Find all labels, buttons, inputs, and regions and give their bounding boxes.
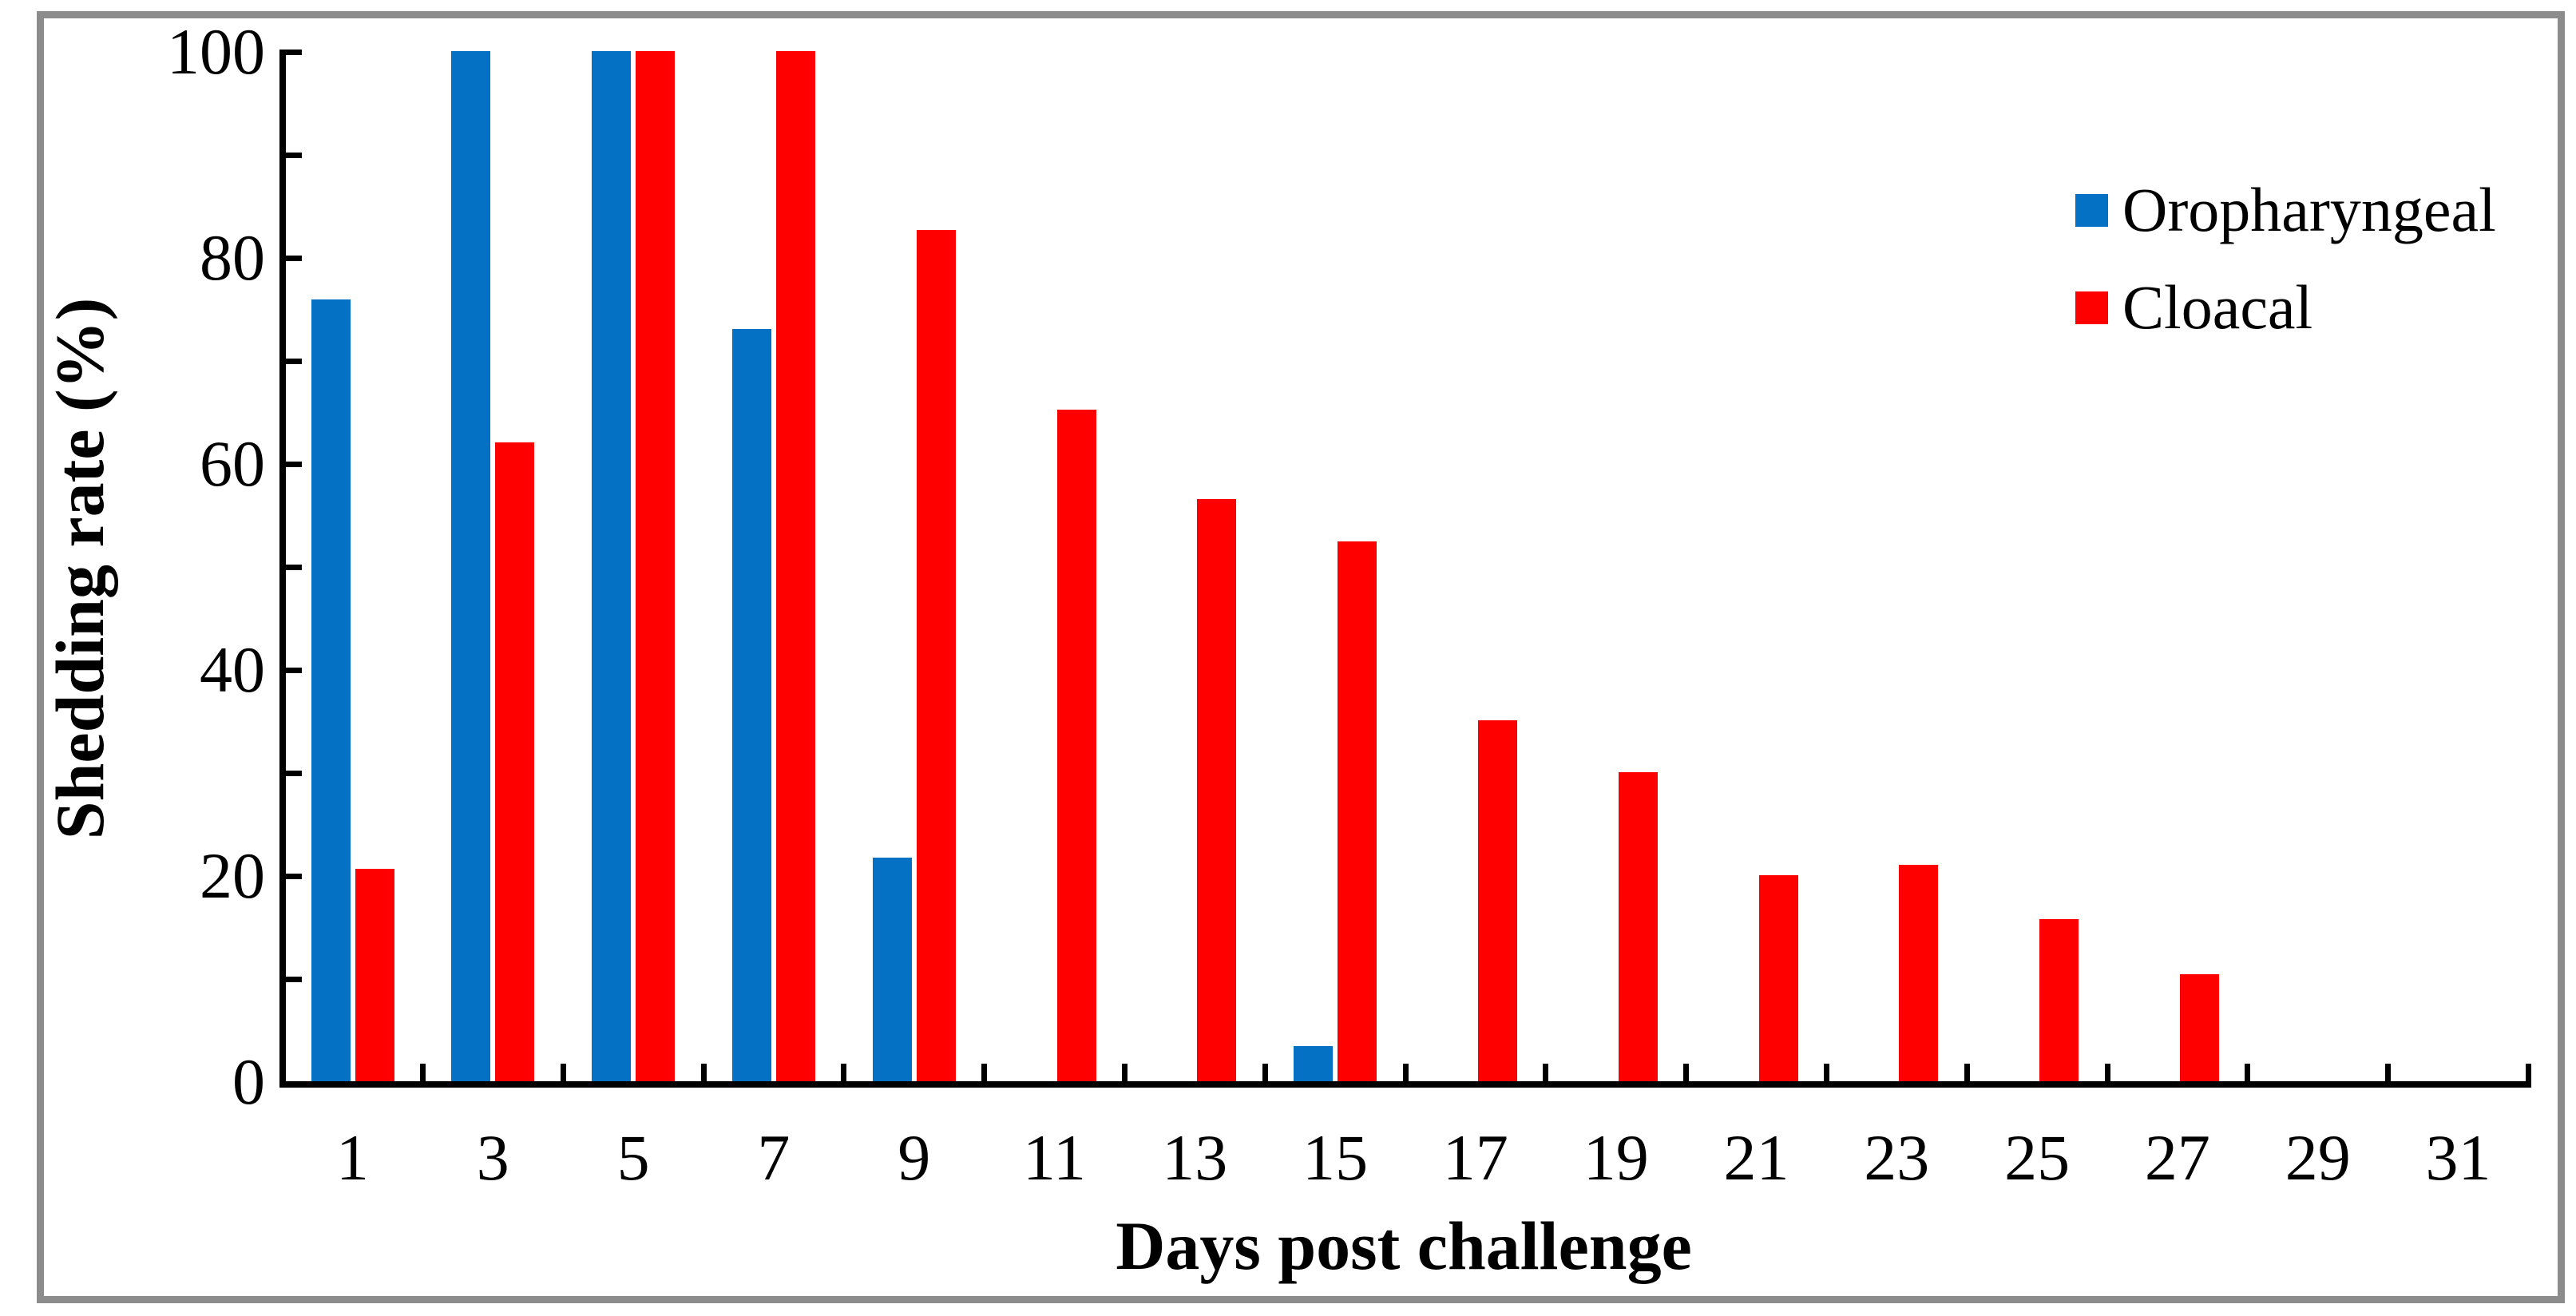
x-axis-tick-label: 3 bbox=[476, 1121, 509, 1194]
x-axis-tick bbox=[1823, 1064, 1829, 1081]
y-axis-tick-label: 0 bbox=[232, 1045, 265, 1118]
oropharyngeal-bar-day-3 bbox=[451, 51, 491, 1081]
oropharyngeal-swatch-icon bbox=[2075, 193, 2108, 227]
x-axis-tick-label: 23 bbox=[1864, 1121, 1930, 1194]
x-axis-tick bbox=[1683, 1064, 1690, 1081]
cloacal-bar-day-27 bbox=[2179, 974, 2219, 1081]
cloacal-bar-day-1 bbox=[355, 869, 394, 1081]
x-axis-tick bbox=[2245, 1064, 2251, 1081]
y-axis-title: Shedding rate (%) bbox=[42, 297, 118, 840]
x-axis-tick bbox=[981, 1064, 988, 1081]
y-axis-tick bbox=[283, 256, 302, 261]
x-axis-tick-label: 21 bbox=[1723, 1121, 1789, 1194]
oropharyngeal-bar-day-9 bbox=[872, 858, 912, 1081]
cloacal-bar-day-11 bbox=[1056, 410, 1096, 1081]
legend-label-cloacal: Cloacal bbox=[2122, 272, 2313, 342]
x-axis-tick bbox=[2525, 1064, 2531, 1081]
y-axis-tick bbox=[283, 565, 302, 570]
x-axis-tick bbox=[841, 1064, 847, 1081]
x-axis-tick-label: 5 bbox=[616, 1121, 650, 1194]
x-axis-tick-label: 13 bbox=[1162, 1121, 1228, 1194]
y-axis-tick bbox=[283, 771, 302, 776]
oropharyngeal-bar-day-1 bbox=[311, 299, 351, 1081]
cloacal-bar-day-25 bbox=[2039, 919, 2079, 1081]
oropharyngeal-bar-day-7 bbox=[731, 329, 771, 1081]
x-axis-title: Days post challenge bbox=[1116, 1207, 1692, 1284]
x-axis-tick-label: 27 bbox=[2144, 1121, 2210, 1194]
oropharyngeal-bar-day-15 bbox=[1294, 1046, 1334, 1081]
x-axis-tick bbox=[1402, 1064, 1409, 1081]
x-axis-tick bbox=[700, 1064, 707, 1081]
y-axis-tick bbox=[283, 977, 302, 982]
cloacal-bar-day-23 bbox=[1899, 865, 1939, 1081]
x-axis-tick bbox=[1262, 1064, 1268, 1081]
y-axis-tick bbox=[283, 153, 302, 158]
y-axis-tick-label: 20 bbox=[200, 839, 265, 912]
x-axis-tick bbox=[2385, 1064, 2392, 1081]
x-axis-tick bbox=[1964, 1064, 1970, 1081]
cloacal-swatch-icon bbox=[2075, 291, 2108, 324]
x-axis-tick bbox=[1121, 1064, 1127, 1081]
x-axis-tick-label: 7 bbox=[757, 1121, 791, 1194]
oropharyngeal-bar-day-5 bbox=[592, 51, 632, 1081]
x-axis-tick bbox=[560, 1064, 566, 1081]
cloacal-bar-day-9 bbox=[916, 230, 956, 1081]
x-axis-tick bbox=[1543, 1064, 1549, 1081]
cloacal-bar-day-7 bbox=[775, 51, 815, 1081]
x-axis-tick bbox=[419, 1064, 426, 1081]
x-axis-tick-label: 1 bbox=[336, 1121, 369, 1194]
y-axis-tick bbox=[283, 668, 302, 673]
legend-item-oropharyngeal: Oropharyngeal bbox=[2075, 176, 2496, 244]
x-axis-tick bbox=[2104, 1064, 2110, 1081]
y-axis-tick-label: 100 bbox=[167, 15, 265, 88]
x-axis-tick-label: 25 bbox=[2004, 1121, 2071, 1194]
y-axis-tick-label: 40 bbox=[200, 633, 265, 706]
y-axis-tick bbox=[283, 359, 302, 364]
cloacal-bar-day-21 bbox=[1758, 875, 1798, 1081]
cloacal-bar-day-5 bbox=[636, 51, 676, 1081]
x-axis-line bbox=[279, 1081, 2532, 1088]
x-axis-tick-label: 31 bbox=[2425, 1121, 2491, 1194]
cloacal-bar-day-19 bbox=[1618, 772, 1658, 1081]
y-axis-tick bbox=[283, 50, 302, 55]
x-axis-tick-label: 17 bbox=[1442, 1121, 1508, 1194]
x-axis-tick-label: 19 bbox=[1583, 1121, 1649, 1194]
cloacal-bar-day-3 bbox=[495, 442, 535, 1081]
figure-border-frame bbox=[37, 11, 2565, 1303]
cloacal-bar-day-15 bbox=[1338, 541, 1377, 1081]
x-axis-tick-label: 29 bbox=[2285, 1121, 2351, 1194]
cloacal-bar-day-13 bbox=[1197, 499, 1237, 1081]
legend-label-oropharyngeal: Oropharyngeal bbox=[2122, 175, 2496, 244]
y-axis-tick bbox=[283, 462, 302, 467]
y-axis-tick bbox=[283, 874, 302, 879]
y-axis-tick-label: 60 bbox=[200, 427, 265, 500]
cloacal-bar-day-17 bbox=[1477, 720, 1517, 1081]
x-axis-tick-label: 11 bbox=[1023, 1121, 1086, 1194]
x-axis-tick-label: 15 bbox=[1302, 1121, 1369, 1194]
legend-item-cloacal: Cloacal bbox=[2075, 274, 2312, 341]
x-axis-tick-label: 9 bbox=[898, 1121, 931, 1194]
y-axis-tick-label: 80 bbox=[200, 221, 265, 294]
